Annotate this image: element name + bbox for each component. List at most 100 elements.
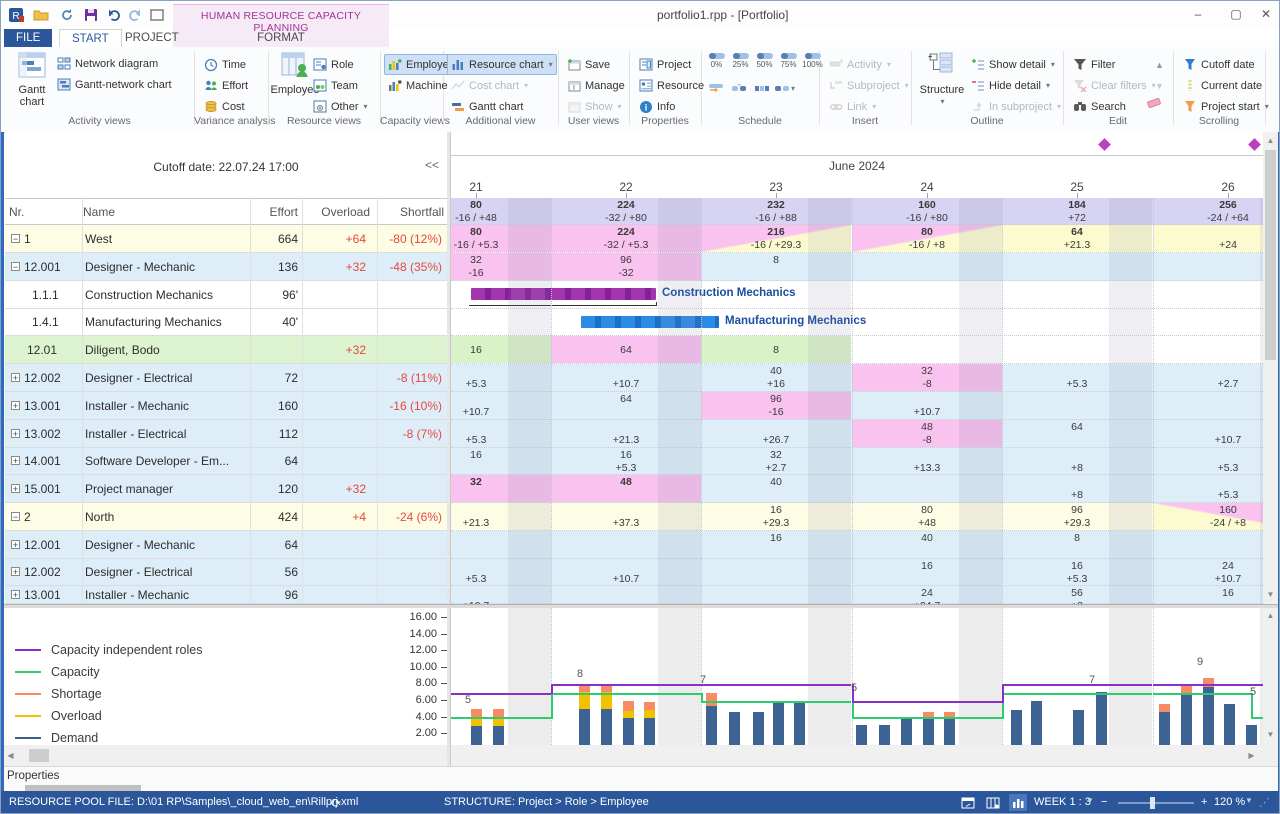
- table-row[interactable]: +15.001 Project manager 120 +32: [5, 475, 447, 503]
- schedule-25%-button[interactable]: 25%: [729, 52, 752, 78]
- close-button[interactable]: ✕: [1260, 7, 1272, 21]
- expand-icon[interactable]: +: [11, 567, 20, 577]
- info-button[interactable]: i Info: [635, 96, 679, 117]
- cutoff-date-button[interactable]: Cutoff date: [1179, 54, 1259, 75]
- hide-detail-button[interactable]: Hide detail ▾: [967, 75, 1054, 96]
- save-button[interactable]: Save: [563, 54, 614, 75]
- show-detail-button[interactable]: Show detail ▾: [967, 54, 1059, 75]
- table-row[interactable]: +14.001 Software Developer - Em... 64: [5, 448, 447, 475]
- tab-project[interactable]: PROJECT: [125, 32, 179, 44]
- search-button[interactable]: Search: [1069, 96, 1130, 117]
- table-row[interactable]: −1 West 664 +64 -80 (12%): [5, 225, 447, 253]
- up-arrow-button[interactable]: ▲: [1149, 56, 1170, 73]
- refresh-button[interactable]: [57, 6, 77, 24]
- sched-split3-button[interactable]: ▾: [774, 80, 795, 97]
- manage-button[interactable]: I Manage: [563, 75, 629, 96]
- refresh-icon[interactable]: ⟳: [331, 796, 342, 810]
- scroll-thumb[interactable]: [25, 785, 141, 791]
- gantt-chart-button[interactable]: Gantt chart: [9, 50, 55, 114]
- down-arrow-button[interactable]: ▼: [1149, 77, 1170, 94]
- structure-button[interactable]: Structure ▾: [919, 50, 965, 114]
- current-date-button[interactable]: Current date: [1179, 75, 1266, 96]
- scroll-left-icon[interactable]: ◀: [7, 751, 14, 760]
- link-button[interactable]: Link ▾: [825, 96, 880, 117]
- redo-button[interactable]: [125, 6, 145, 24]
- table-row[interactable]: +13.001 Installer - Mechanic 96: [5, 586, 447, 604]
- resize-grip-icon[interactable]: ⋰: [1259, 797, 1270, 809]
- filter-button[interactable]: Filter: [1069, 54, 1119, 75]
- vertical-splitter[interactable]: [447, 132, 451, 766]
- team-button[interactable]: Team: [309, 75, 362, 96]
- table-row[interactable]: 1.1.1 Construction Mechanics 96': [5, 281, 447, 309]
- scroll-up-icon[interactable]: ▲: [1266, 611, 1275, 620]
- timescale-label[interactable]: WEEK 1 : 3: [1034, 796, 1091, 808]
- tab-file[interactable]: FILE: [4, 29, 53, 47]
- table-row[interactable]: +13.002 Installer - Electrical 112 -8 (7%): [5, 420, 447, 448]
- chart-view-button[interactable]: [1009, 794, 1027, 811]
- schedule-75%-button[interactable]: 75%: [777, 52, 800, 78]
- new-window-button[interactable]: [147, 6, 167, 24]
- minimize-button[interactable]: –: [1194, 7, 1202, 21]
- tab-start[interactable]: START: [59, 29, 122, 48]
- scroll-right-icon[interactable]: ▶: [1248, 751, 1255, 760]
- scroll-down-icon[interactable]: ▼: [1266, 590, 1275, 599]
- subproject-button[interactable]: Subproject ▾: [825, 75, 913, 96]
- eraser-button[interactable]: [1143, 94, 1164, 111]
- effort-button[interactable]: Effort: [200, 75, 252, 96]
- tab-format[interactable]: FORMAT: [257, 32, 305, 44]
- scroll-down-icon[interactable]: ▼: [1266, 730, 1275, 739]
- histogram-vertical-scrollbar[interactable]: ▲ ▼: [1263, 608, 1278, 745]
- expand-icon[interactable]: +: [11, 372, 20, 383]
- gantt-bar[interactable]: [471, 288, 656, 300]
- expand-icon[interactable]: +: [11, 400, 20, 411]
- activity-button[interactable]: Activity ▾: [825, 54, 895, 75]
- maximize-button[interactable]: ▢: [1230, 7, 1242, 21]
- table-row[interactable]: −2 North 424 +4 -24 (6%): [5, 503, 447, 531]
- scroll-thumb[interactable]: [1265, 150, 1276, 360]
- chevron-down-icon[interactable]: ▼: [1086, 796, 1094, 805]
- undo-button[interactable]: [104, 6, 124, 24]
- project-start-button[interactable]: Project start ▾: [1179, 96, 1273, 117]
- schedule-0%-button[interactable]: 0%: [705, 52, 728, 78]
- in-subproject-button[interactable]: In subproject ▾: [967, 96, 1065, 117]
- network-diagram-button[interactable]: Network diagram: [53, 53, 162, 74]
- expand-icon[interactable]: +: [11, 589, 20, 600]
- tab-properties[interactable]: Properties: [7, 770, 60, 782]
- zoom-level-label[interactable]: 120 %: [1214, 796, 1246, 808]
- table-row[interactable]: 12.01 Diligent, Bodo +32: [5, 336, 447, 364]
- collapse-icon[interactable]: −: [11, 511, 20, 522]
- zoom-in-button[interactable]: +: [1201, 796, 1208, 808]
- table-row[interactable]: +13.001 Installer - Mechanic 160 -16 (10%): [5, 392, 447, 420]
- table-row[interactable]: +12.002 Designer - Electrical 56: [5, 559, 447, 586]
- gantt-network-chart-button[interactable]: Gantt-network chart: [53, 74, 176, 95]
- collapse-icon[interactable]: −: [11, 233, 20, 244]
- scroll-thumb[interactable]: [29, 749, 49, 762]
- cost-chart-button[interactable]: Cost chart ▾: [447, 75, 532, 96]
- gantt-chart-button[interactable]: Gantt chart: [447, 96, 527, 117]
- employee-button[interactable]: Employee: [384, 54, 459, 75]
- chevron-down-icon[interactable]: ▼: [1245, 796, 1253, 805]
- scroll-up-icon[interactable]: ▲: [1266, 136, 1275, 145]
- schedule-100%-button[interactable]: 100%: [801, 52, 824, 78]
- timeline-vertical-scrollbar[interactable]: ▲ ▼: [1263, 132, 1278, 604]
- expand-icon[interactable]: +: [11, 428, 20, 439]
- sched-split2-button[interactable]: [751, 80, 772, 97]
- employee-button[interactable]: Employee: [271, 50, 319, 114]
- cost-button[interactable]: Cost: [200, 96, 249, 117]
- expand-icon[interactable]: +: [11, 456, 20, 466]
- role-button[interactable]: Role: [309, 54, 358, 75]
- zoom-slider-thumb[interactable]: [1150, 797, 1155, 809]
- horizontal-splitter[interactable]: [1, 604, 1279, 608]
- resource-button[interactable]: Resource: [635, 75, 708, 96]
- expand-icon[interactable]: +: [11, 483, 20, 494]
- resource-chart-button[interactable]: Resource chart ▾: [447, 54, 557, 75]
- table-row[interactable]: +12.002 Designer - Electrical 72 -8 (11%): [5, 364, 447, 392]
- gantt-bar[interactable]: [581, 316, 719, 328]
- machine-button[interactable]: Machine: [384, 75, 452, 96]
- table-row[interactable]: 1.4.1 Manufacturing Mechanics 40': [5, 309, 447, 336]
- show-button[interactable]: Show ▾: [563, 96, 626, 117]
- schedule-50%-button[interactable]: 50%: [753, 52, 776, 78]
- table-row[interactable]: −12.001 Designer - Mechanic 136 +32 -48 (35%…: [5, 253, 447, 281]
- table-view-button[interactable]: [984, 794, 1002, 811]
- save-button[interactable]: [81, 6, 101, 24]
